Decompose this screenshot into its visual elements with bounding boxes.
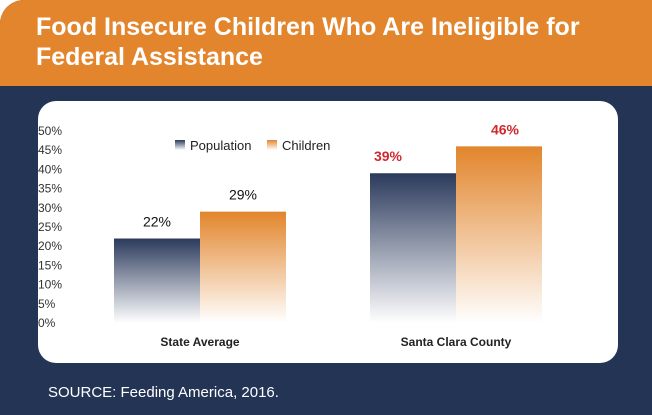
y-tick-label: 0% bbox=[38, 316, 56, 330]
y-tick-label: 40% bbox=[38, 162, 62, 176]
y-tick-label: 35% bbox=[38, 182, 62, 196]
data-labels: 22% 29% 39% 46% bbox=[143, 121, 520, 229]
bar-children-1 bbox=[200, 211, 286, 323]
legend-swatch-children bbox=[267, 140, 277, 150]
y-tick-label: 20% bbox=[38, 239, 62, 253]
page-title: Food Insecure Children Who Are Ineligibl… bbox=[36, 13, 580, 71]
bar-children-2 bbox=[456, 146, 542, 323]
bars bbox=[114, 146, 542, 323]
y-tick-label: 5% bbox=[38, 297, 56, 311]
legend-swatch-population bbox=[175, 140, 185, 150]
x-axis: State Average Santa Clara County bbox=[160, 335, 511, 349]
legend-label: Children bbox=[282, 138, 330, 153]
source-note: SOURCE: Feeding America, 2016. bbox=[48, 384, 279, 401]
title-banner: Food Insecure Children Who Are Ineligibl… bbox=[0, 0, 652, 86]
chart-panel: 0% 5% 10% 15% 20% 25% 30% 35% 40% 45% 50% 22% 29% 39… bbox=[38, 101, 618, 363]
y-tick-label: 25% bbox=[38, 220, 62, 234]
y-tick-label: 30% bbox=[38, 201, 62, 215]
bar-chart: 0% 5% 10% 15% 20% 25% 30% 35% 40% 45% 50% 22% 29% 39… bbox=[38, 121, 542, 349]
data-label: 22% bbox=[143, 214, 171, 230]
legend: Population Children bbox=[175, 138, 330, 153]
y-tick-label: 10% bbox=[38, 278, 62, 292]
bar-population-1 bbox=[114, 238, 200, 323]
y-axis: 0% 5% 10% 15% 20% 25% 30% 35% 40% 45% 50% bbox=[38, 124, 62, 330]
x-category-label: Santa Clara County bbox=[401, 335, 512, 349]
x-category-label: State Average bbox=[160, 335, 239, 349]
data-label: 39% bbox=[374, 148, 403, 164]
y-tick-label: 15% bbox=[38, 258, 62, 272]
data-label: 46% bbox=[491, 121, 520, 137]
data-label: 29% bbox=[229, 187, 257, 203]
legend-label: Population bbox=[190, 138, 251, 153]
y-tick-label: 50% bbox=[38, 124, 62, 138]
y-tick-label: 45% bbox=[38, 143, 62, 157]
bar-population-2 bbox=[370, 173, 456, 323]
